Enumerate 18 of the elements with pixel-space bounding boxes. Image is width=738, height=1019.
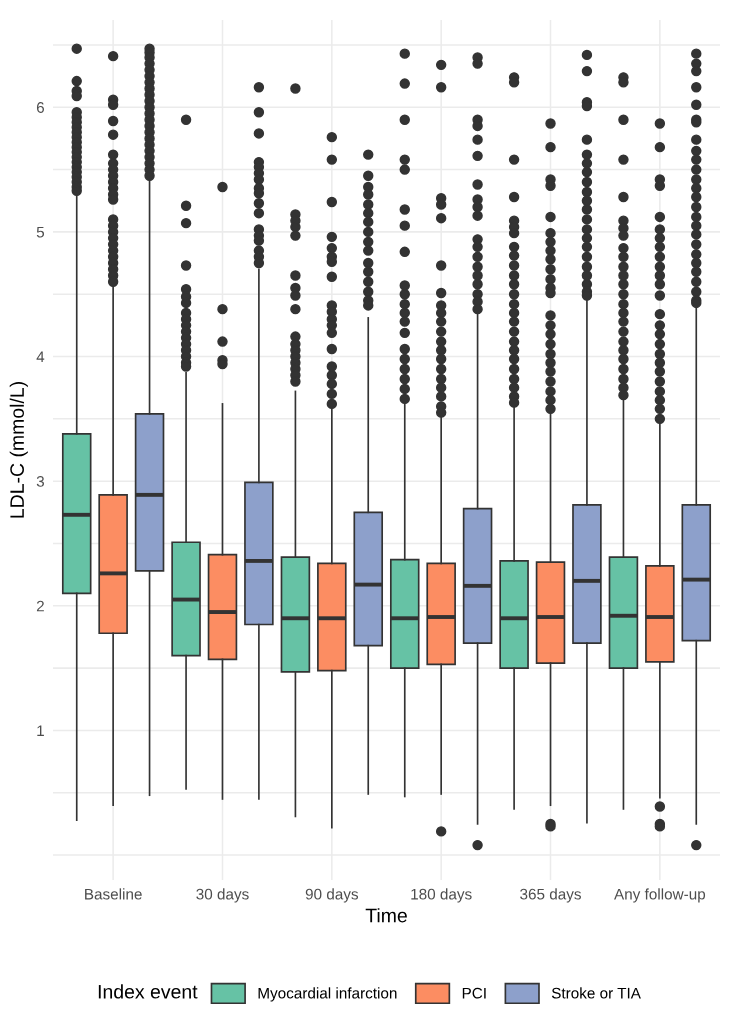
legend-label: Myocardial infarction (258, 987, 397, 1002)
legend-label: PCI (462, 987, 486, 999)
x-tick-label: 30 days (196, 888, 249, 903)
x-tick-label: 90 days (305, 888, 359, 903)
legend-title: Index event (98, 984, 198, 999)
legend-label: Stroke or TIA (551, 987, 641, 999)
x-tick-label: 180 days (411, 888, 472, 903)
y-tick-label: 5 (36, 226, 45, 238)
x-tick-label: Any follow-up (614, 888, 706, 903)
x-tick-label: 365 days (520, 888, 581, 903)
y-tick-label: 4 (36, 351, 45, 363)
y-tick-label: 6 (36, 102, 44, 113)
y-axis-title: LDL-C (mmol/L) (9, 382, 28, 518)
y-tick-label: 2 (36, 600, 44, 612)
y-tick-label: 1 (37, 725, 44, 736)
x-tick-label: Baseline (85, 888, 142, 900)
x-axis-title: Time (365, 908, 407, 923)
y-tick-label: 3 (36, 476, 44, 487)
